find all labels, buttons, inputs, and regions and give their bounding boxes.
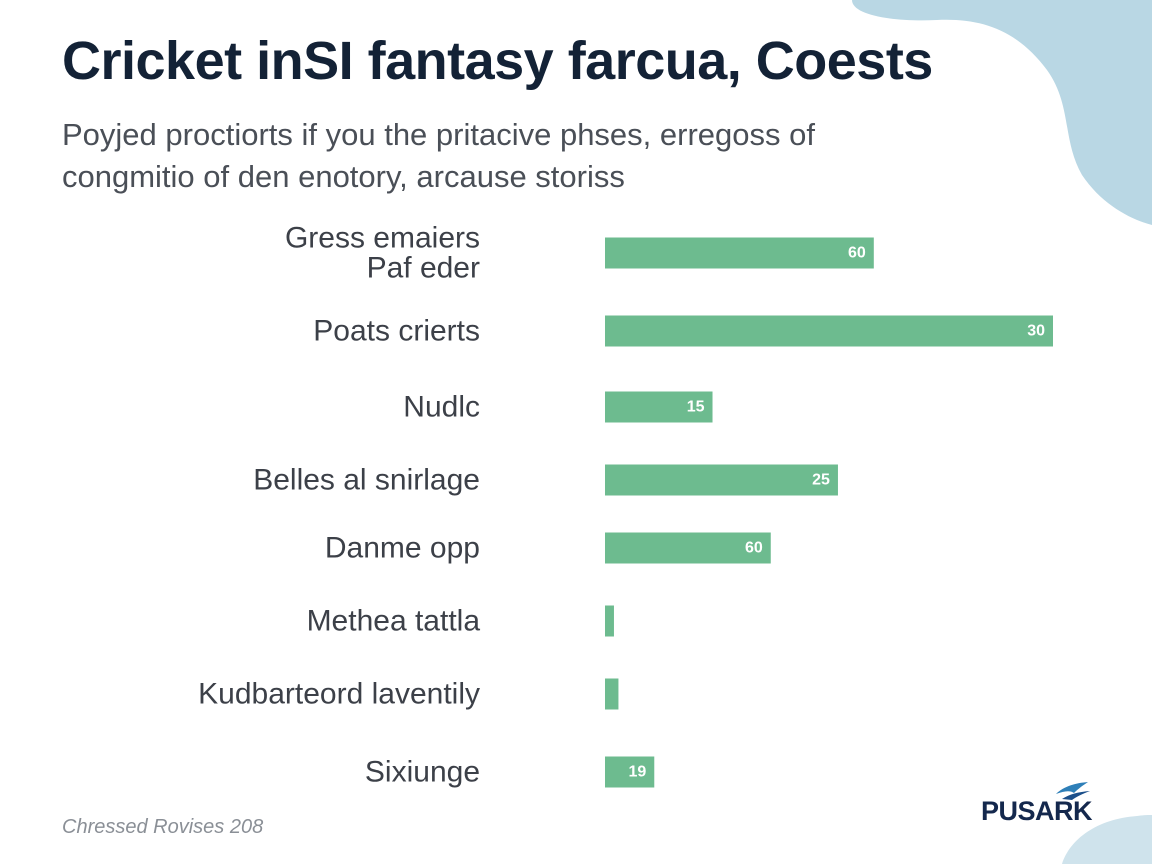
bar (605, 391, 713, 423)
bar (605, 605, 614, 637)
category-label: Gress emaiers (285, 222, 480, 255)
category-label: Danme opp (325, 532, 480, 565)
value-label: 25 (812, 472, 830, 489)
category-label: Poats crierts (313, 315, 480, 348)
brand-name: PUSARK (980, 796, 1093, 826)
source-note: Chressed Rovises 208 (62, 816, 264, 838)
bar (605, 237, 874, 269)
category-label: Paf eder (367, 252, 480, 285)
bar (605, 756, 655, 788)
category-label: Kudbarteord laventily (198, 678, 480, 711)
decorative-blob-top-right (852, 0, 1152, 225)
category-label: Sixiunge (365, 756, 480, 789)
chart-subtitle: Poyjed proctiorts if you the pritacive p… (62, 117, 815, 194)
value-label: 19 (628, 764, 646, 781)
bar (605, 315, 1053, 347)
decorative-blob-bottom-right (1062, 815, 1152, 864)
category-label: Belles al snirlage (253, 464, 480, 497)
brand-logo: PUSARK (967, 780, 1093, 826)
bar (605, 532, 771, 564)
value-label: 15 (687, 399, 705, 416)
value-label: 30 (1027, 323, 1045, 340)
category-label: Nudlc (403, 391, 480, 424)
value-label: 60 (848, 245, 866, 262)
value-label: 60 (745, 540, 763, 557)
bar (605, 678, 619, 710)
category-label: Methea tattla (307, 605, 481, 638)
bird-logo-icon (1056, 782, 1090, 800)
bar (605, 464, 838, 496)
chart-title: Cricket inSI fantasy farcua, Coests (62, 31, 933, 91)
